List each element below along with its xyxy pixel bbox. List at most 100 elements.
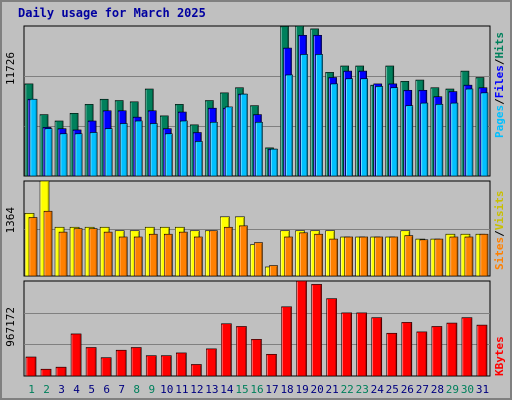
bar-sites-day-15: [239, 225, 248, 277]
x-tick-label-day-24: 24: [371, 383, 385, 396]
bar-sites-day-18: [284, 236, 293, 277]
bar-kbytes-day-18: [281, 306, 292, 377]
bar-pages-day-30: [465, 88, 474, 177]
x-tick-label-day-22: 22: [341, 383, 354, 396]
legend-visits: Visits: [493, 191, 506, 231]
bar-pages-day-25: [390, 87, 399, 177]
bar-pages-day-23: [360, 78, 369, 177]
bar-kbytes-day-14: [221, 323, 232, 377]
bar-pages-day-15: [240, 93, 248, 177]
bar-pages-day-1: [29, 98, 38, 177]
bar-pages-day-7: [119, 123, 128, 177]
bar-sites-day-7: [118, 236, 128, 277]
bar-sites-day-26: [404, 235, 414, 277]
x-tick-label-day-14: 14: [220, 383, 234, 396]
x-tick-label-day-8: 8: [133, 383, 140, 396]
bar-sites-day-16: [254, 242, 263, 277]
bar-sites-day-9: [148, 233, 158, 277]
bar-pages-day-27: [420, 102, 429, 177]
bar-sites-day-27: [419, 239, 429, 277]
bar-pages-day-3: [59, 133, 68, 177]
x-tick-label-day-25: 25: [386, 383, 399, 396]
bar-kbytes-day-22: [341, 312, 352, 377]
x-tick-label-day-5: 5: [88, 383, 95, 396]
bar-sites-day-24: [374, 236, 384, 277]
bar-kbytes-day-16: [251, 339, 262, 377]
bar-pages-day-12: [195, 141, 203, 177]
bar-pages-day-24: [375, 86, 384, 177]
bar-sites-day-11: [179, 231, 188, 277]
bar-pages-day-17: [270, 148, 278, 177]
bar-sites-day-1: [28, 217, 38, 277]
bar-sites-day-12: [194, 236, 203, 277]
x-tick-label-day-23: 23: [356, 383, 369, 396]
bar-sites-day-25: [389, 236, 399, 277]
legend-files: Files: [493, 65, 506, 98]
bar-kbytes-day-15: [236, 326, 247, 377]
bar-pages-day-28: [435, 104, 444, 177]
bar-pages-day-20: [315, 54, 323, 177]
bar-sites-day-6: [103, 231, 113, 277]
bar-pages-day-22: [345, 78, 353, 177]
bar-pages-day-6: [104, 128, 113, 177]
bar-kbytes-day-3: [55, 366, 67, 377]
bar-pages-day-29: [450, 102, 459, 177]
legend-kbytes: KBytes: [493, 336, 506, 376]
bar-kbytes-day-30: [461, 317, 473, 377]
bar-pages-day-13: [210, 121, 218, 177]
x-tick-label-day-31: 31: [476, 383, 489, 396]
bar-kbytes-day-24: [371, 317, 383, 377]
bar-pages-day-14: [225, 106, 233, 177]
x-tick-label-day-15: 15: [235, 383, 248, 396]
bar-sites-day-14: [224, 226, 233, 277]
x-tick-label-day-26: 26: [401, 383, 414, 396]
x-tick-label-day-19: 19: [295, 383, 308, 396]
x-tick-label-day-28: 28: [431, 383, 444, 396]
bar-sites-day-20: [314, 233, 323, 277]
x-tick-label-day-9: 9: [148, 383, 155, 396]
x-tick-label-day-7: 7: [118, 383, 125, 396]
bar-kbytes-day-7: [115, 349, 127, 377]
bar-sites-day-21: [329, 238, 338, 277]
bar-kbytes-day-28: [431, 326, 443, 377]
bar-kbytes-day-29: [446, 322, 458, 377]
bar-kbytes-day-23: [356, 312, 368, 377]
bar-kbytes-day-1: [25, 356, 37, 377]
legend-sites-visits: Sites/Visits: [493, 191, 506, 271]
bar-kbytes-day-11: [176, 352, 187, 377]
x-tick-label-day-12: 12: [190, 383, 203, 396]
x-tick-label-day-16: 16: [250, 383, 263, 396]
bar-sites-day-31: [479, 233, 489, 277]
x-tick-label-day-30: 30: [461, 383, 474, 396]
bar-pages-day-8: [134, 120, 143, 177]
x-tick-label-day-2: 2: [43, 383, 50, 396]
bar-kbytes-day-10: [160, 355, 172, 377]
bar-pages-day-26: [405, 105, 414, 177]
bar-sites-day-22: [344, 236, 353, 277]
bar-sites-day-17: [269, 265, 278, 277]
bar-pages-day-4: [74, 133, 83, 177]
bar-sites-day-13: [209, 230, 218, 277]
bar-sites-day-2: [43, 210, 53, 277]
bar-kbytes-day-21: [326, 298, 337, 377]
bar-pages-day-31: [480, 92, 489, 177]
bar-sites-day-23: [359, 236, 369, 277]
bar-sites-day-5: [88, 228, 98, 277]
bar-pages-day-10: [164, 133, 173, 177]
bar-sites-day-3: [58, 231, 68, 277]
y-max-label-kbytes: 967172: [4, 307, 17, 347]
legend-separator: /: [493, 98, 506, 105]
bar-kbytes-day-5: [85, 347, 97, 377]
bar-pages-day-18: [285, 74, 293, 177]
x-tick-label-day-27: 27: [416, 383, 429, 396]
bar-pages-day-9: [149, 123, 158, 177]
bar-pages-day-19: [300, 54, 308, 177]
legend-hits-files-pages: Pages/Files/Hits: [493, 32, 506, 138]
bar-sites-day-29: [449, 236, 459, 277]
bar-pages-day-5: [89, 132, 98, 177]
legend-separator: /: [493, 58, 506, 65]
bar-sites-day-10: [163, 233, 173, 277]
x-tick-label-day-29: 29: [446, 383, 459, 396]
bar-kbytes-day-13: [206, 348, 217, 377]
